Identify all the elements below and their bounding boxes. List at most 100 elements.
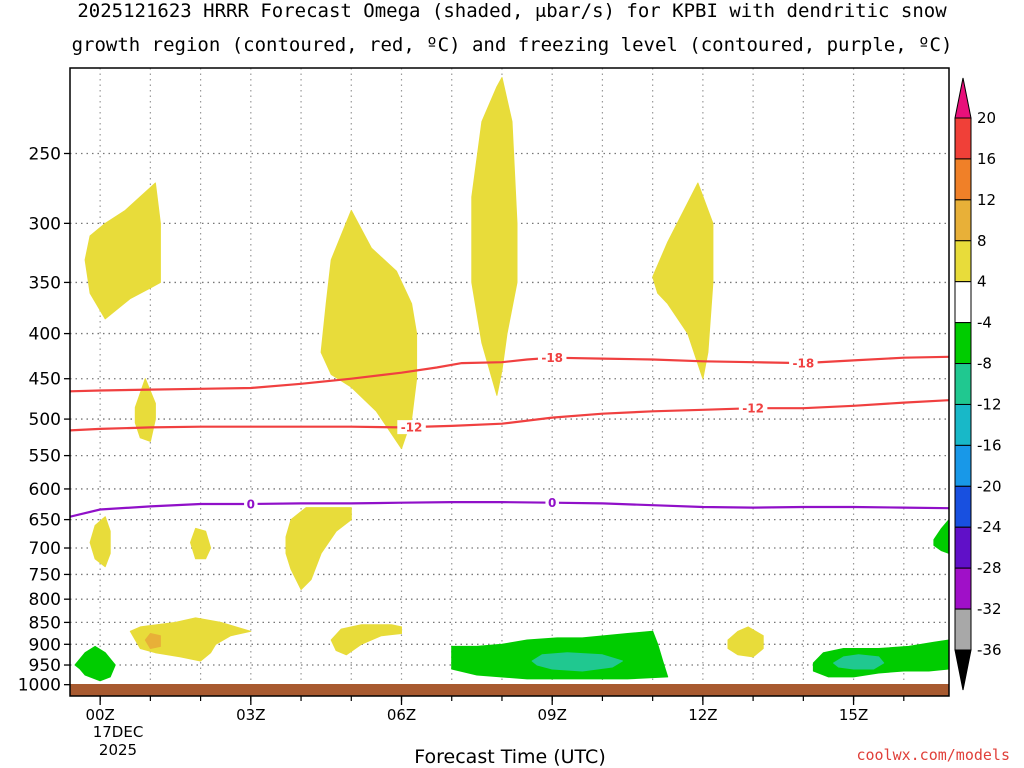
colorbar-label: 8: [977, 232, 987, 250]
x-tick-label: 03Z: [236, 706, 265, 724]
credit-link[interactable]: coolwx.com/models: [856, 746, 1010, 764]
omega-region-positive: [84, 182, 161, 320]
isotherm-label: -18: [792, 357, 814, 371]
chart-title-line-2: growth region (contoured, red, ºC) and f…: [71, 34, 953, 56]
isotherm-line: [70, 399, 949, 432]
y-tick-label: 300: [29, 214, 61, 234]
isotherm-label: -12: [742, 402, 764, 416]
colorbar-box: [954, 526, 972, 569]
omega-region-positive: [330, 624, 402, 656]
y-tick-label: 1000: [18, 676, 61, 696]
colorbar-label: -24: [977, 518, 1002, 536]
x-axis: 00Z 03Z 06Z 09Z 12Z 15Z: [85, 696, 905, 724]
isotherm-label: -12: [401, 421, 423, 435]
colorbar-label: -4: [977, 314, 992, 332]
colorbar-label: 4: [977, 273, 987, 291]
x-tick-label: 09Z: [538, 706, 567, 724]
y-tick-label: 500: [29, 410, 61, 430]
omega-region-positive: [727, 626, 764, 658]
omega-region-positive: [320, 209, 418, 450]
y-tick-label: 250: [29, 144, 61, 164]
isotherm-label-bg: [537, 350, 567, 365]
isotherm-label-bg: [738, 401, 768, 416]
omega-region-negative: [812, 639, 949, 678]
isotherm-label: -18: [541, 351, 563, 365]
colorbar-label: 20: [977, 109, 996, 127]
x-tick-label: 06Z: [387, 706, 416, 724]
y-tick-label: 750: [29, 565, 61, 585]
colorbar-box: [954, 608, 972, 651]
colorbar-box: [954, 363, 972, 405]
colorbar-label: -28: [977, 559, 1002, 577]
x-tick-label: 12Z: [688, 706, 717, 724]
colorbar-label: 16: [977, 150, 996, 168]
isotherm-label-bg: [789, 356, 818, 371]
colorbar-box: [954, 117, 972, 160]
isotherm-label-bg: [397, 420, 426, 435]
omega-region-positive: [144, 633, 161, 649]
colorbar-box: [954, 199, 972, 242]
y-tick-label: 600: [29, 480, 61, 500]
omega-region-negative: [833, 654, 885, 670]
date-label-day: 17DEC: [92, 723, 144, 741]
isotherm-line: [70, 501, 949, 518]
plot-frame: [69, 67, 950, 697]
isotherm-label-bg: [545, 495, 559, 510]
colorbar-box: [954, 158, 972, 201]
colorbar-label: -20: [977, 477, 1002, 495]
isotherms: -18 -18 -12 -12 0 0: [70, 350, 949, 518]
y-axis: 2503003504004505005506006507007508008509…: [18, 144, 70, 696]
omega-region-positive: [471, 77, 518, 396]
colorbar-label: -8: [977, 355, 992, 373]
omega-region-positive: [129, 617, 252, 662]
colorbar-box: [954, 485, 972, 528]
y-tick-label: 900: [29, 635, 61, 655]
y-tick-label: 800: [29, 590, 61, 610]
omega-region-negative: [74, 645, 116, 682]
y-tick-label: 550: [29, 447, 61, 467]
y-tick-label: 650: [29, 511, 61, 531]
omega-region-positive: [190, 527, 212, 560]
colorbar-top-arrow: [954, 77, 972, 119]
colorbar-box: [954, 322, 972, 365]
isotherm-label: 0: [247, 497, 255, 511]
y-tick-label: 350: [29, 273, 61, 293]
colorbar-bottom-arrow: [954, 649, 972, 691]
y-tick-label: 450: [29, 370, 61, 390]
y-tick-label: 400: [29, 325, 61, 345]
colorbar-box: [954, 567, 972, 610]
omega-regions: [74, 77, 949, 682]
colorbar-box: [954, 240, 972, 283]
omega-region-negative: [933, 519, 949, 554]
y-tick-label: 850: [29, 613, 61, 633]
colorbar-box: [954, 281, 972, 324]
isotherm-label: 0: [548, 496, 556, 510]
colorbar-label: -16: [977, 436, 1002, 454]
grid: [70, 68, 949, 696]
colorbar-label: -12: [977, 395, 1002, 413]
colorbar-label: -32: [977, 600, 1002, 618]
colorbar-label: 12: [977, 191, 996, 209]
colorbar-box: [954, 403, 972, 446]
isotherm-line: [70, 355, 949, 393]
colorbar: 20 16 12 8 4 -4 -8 -12 -16 -20 -24 -28 -32 -36: [954, 77, 1002, 691]
chart-title-line-1: 2025121623 HRRR Forecast Omega (shaded, …: [77, 0, 947, 22]
isotherm-label-bg: [244, 496, 258, 511]
colorbar-label: -36: [977, 641, 1002, 659]
x-axis-label: Forecast Time (UTC): [414, 746, 606, 768]
y-tick-label: 700: [29, 539, 61, 559]
date-label-year: 2025: [98, 741, 138, 759]
omega-region-positive: [134, 378, 156, 442]
omega-region-positive: [89, 516, 111, 568]
omega-region-negative: [531, 652, 623, 672]
date-label: 17DEC 2025: [88, 723, 148, 759]
omega-region-positive: [652, 182, 714, 380]
x-tick-label: 00Z: [85, 706, 114, 724]
ground: [70, 684, 949, 696]
colorbar-box: [954, 444, 972, 487]
y-tick-label: 950: [29, 656, 61, 676]
x-tick-label: 15Z: [839, 706, 868, 724]
omega-region-positive: [285, 507, 352, 590]
ground-strip: [70, 684, 949, 696]
